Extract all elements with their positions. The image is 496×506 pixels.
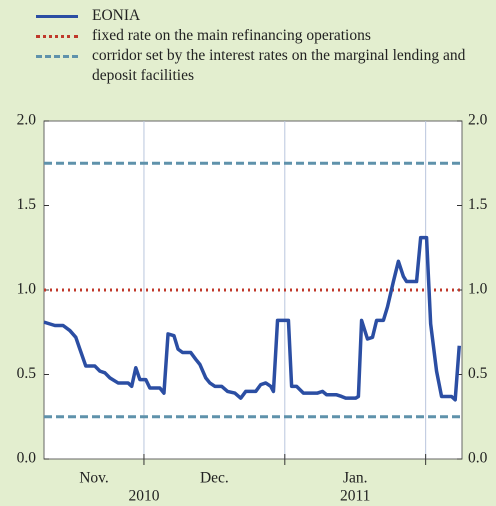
legend-item: EONIA — [30, 6, 470, 26]
y2-tick-label: 1.5 — [468, 196, 488, 213]
y-tick-label: 1.5 — [17, 196, 37, 213]
y2-tick-label: 1.0 — [468, 281, 488, 298]
y-tick-label: 0.0 — [17, 450, 37, 467]
month-label: Dec. — [200, 470, 229, 487]
legend-label: corridor set by the interest rates on th… — [92, 47, 466, 84]
y-tick-label: 1.0 — [17, 281, 37, 298]
legend-item: corridor set by the interest rates on th… — [30, 46, 470, 86]
y2-tick-label: 0.5 — [468, 365, 488, 382]
legend-swatch — [36, 15, 78, 18]
month-label: Nov. — [79, 470, 109, 487]
legend-swatch — [36, 55, 78, 58]
y2-tick-label: 0.0 — [468, 450, 488, 467]
legend-label: EONIA — [92, 7, 141, 24]
series-line — [43, 235, 462, 402]
month-label: Jan. — [343, 470, 368, 487]
year-label: 2010 — [128, 488, 159, 505]
legend-swatch — [36, 35, 78, 38]
year-label: 2011 — [340, 488, 370, 505]
y-tick-label: 0.5 — [17, 365, 37, 382]
legend: EONIA fixed rate on the main refinancing … — [30, 6, 470, 86]
legend-label: fixed rate on the main refinancing opera… — [92, 27, 371, 44]
y-tick-label: 2.0 — [17, 112, 37, 129]
legend-item: fixed rate on the main refinancing opera… — [30, 26, 470, 46]
y2-tick-label: 2.0 — [468, 112, 488, 129]
